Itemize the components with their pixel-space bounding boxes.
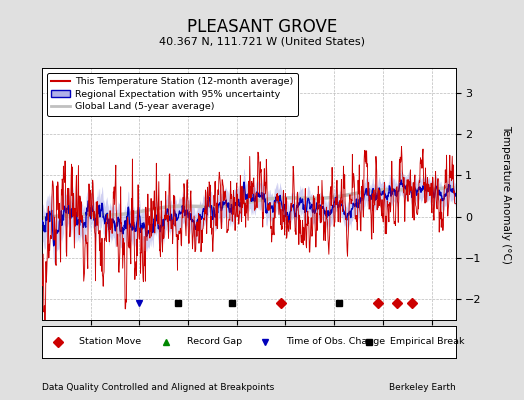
Text: PLEASANT GROVE: PLEASANT GROVE xyxy=(187,18,337,36)
Text: Data Quality Controlled and Aligned at Breakpoints: Data Quality Controlled and Aligned at B… xyxy=(42,383,274,392)
Legend: This Temperature Station (12-month average), Regional Expectation with 95% uncer: This Temperature Station (12-month avera… xyxy=(47,73,298,116)
Text: Record Gap: Record Gap xyxy=(187,338,242,346)
Text: 40.367 N, 111.721 W (United States): 40.367 N, 111.721 W (United States) xyxy=(159,36,365,46)
Text: Berkeley Earth: Berkeley Earth xyxy=(389,383,456,392)
Text: Empirical Break: Empirical Break xyxy=(390,338,464,346)
Y-axis label: Temperature Anomaly (°C): Temperature Anomaly (°C) xyxy=(501,124,511,264)
Text: Station Move: Station Move xyxy=(79,338,141,346)
Text: Time of Obs. Change: Time of Obs. Change xyxy=(286,338,385,346)
